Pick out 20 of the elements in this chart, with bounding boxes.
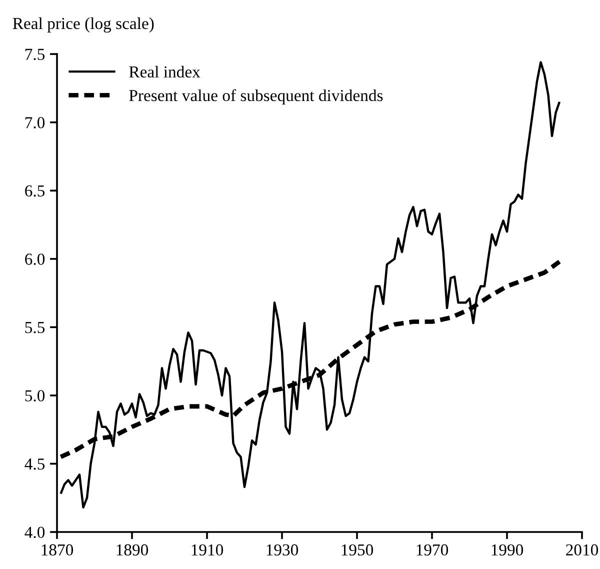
x-tick-label: 2010 bbox=[566, 544, 598, 556]
y-tick-label: 5.5 bbox=[25, 322, 45, 334]
y-tick-label: 6.5 bbox=[25, 185, 45, 197]
y-tick-label: 7.0 bbox=[25, 117, 45, 128]
y-tick-label: 4.0 bbox=[24, 526, 45, 538]
y-tick-label: 7.5 bbox=[25, 48, 45, 60]
x-tick-label: 1910 bbox=[192, 544, 224, 556]
x-tick-label: 1950 bbox=[342, 544, 374, 556]
legend-label: Present value of subsequent dividends bbox=[129, 89, 383, 105]
y-tick-label: 6.0 bbox=[25, 254, 45, 265]
x-tick-label: 1930 bbox=[266, 544, 298, 556]
x-tick-label: 1890 bbox=[116, 544, 148, 556]
legend-label: Real index bbox=[129, 66, 200, 78]
y-tick-label: 5.0 bbox=[25, 390, 45, 402]
x-tick-label: 1870 bbox=[42, 544, 74, 556]
y-tick-label: 4.5 bbox=[24, 458, 45, 470]
line-series bbox=[60, 61, 561, 509]
x-tick-label: 1990 bbox=[492, 544, 524, 556]
y-axis-title: Real price (log scale) bbox=[12, 17, 154, 33]
x-tick-label: 1970 bbox=[416, 544, 448, 556]
